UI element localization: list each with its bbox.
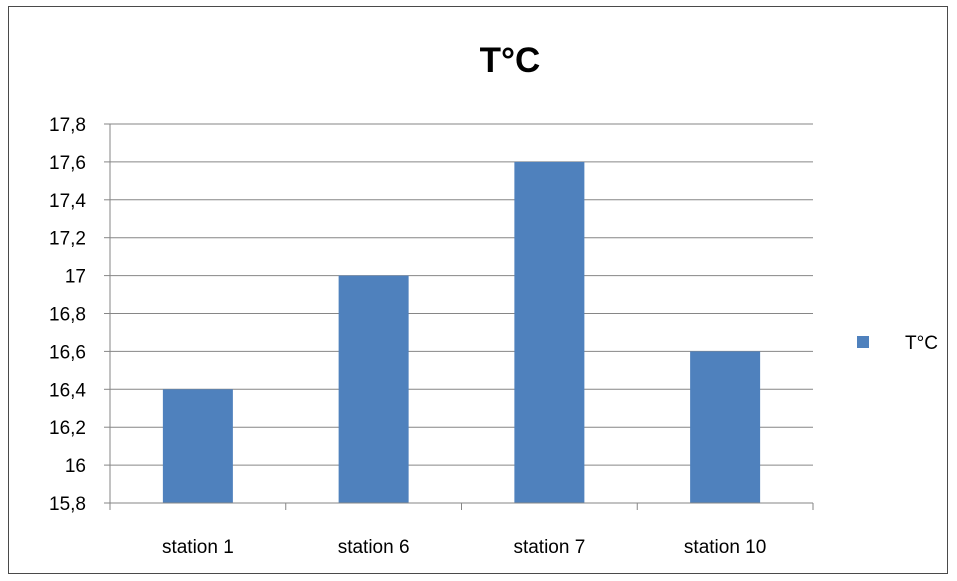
y-tick-label: 16,4 (49, 380, 86, 401)
y-tick-label: 17,2 (49, 229, 86, 250)
x-tick-label: station 6 (338, 537, 410, 558)
x-tick-label: station 7 (513, 537, 585, 558)
chart-title: T°C (480, 41, 541, 80)
bars (162, 161, 761, 503)
bar-station-10 (690, 351, 761, 503)
y-tick-label: 17,8 (49, 115, 86, 136)
legend-swatch (857, 336, 869, 348)
y-tick-label: 16,6 (49, 342, 86, 363)
y-tick-label: 17 (65, 267, 86, 288)
y-tick-label: 16 (65, 456, 86, 477)
y-tick-label: 17,6 (49, 153, 86, 174)
x-tick-labels: station 1 station 6 station 7 station 10 (162, 537, 766, 558)
y-tick-label: 16,8 (49, 305, 86, 326)
legend-label: T°C (905, 333, 938, 354)
y-tick-label: 17,4 (49, 191, 86, 212)
y-tick-labels: 15,8 16 16,2 16,4 16,6 16,8 17 17,2 17,4 17,6 17,8 (49, 115, 110, 515)
y-tick-label: 16,2 (49, 418, 86, 439)
y-tick-label: 15,8 (49, 494, 86, 515)
bar-station-6 (338, 275, 409, 503)
legend: T°C (857, 333, 938, 354)
x-tick-label: station 10 (684, 537, 766, 558)
x-tick-label: station 1 (162, 537, 234, 558)
bar-station-1 (162, 389, 233, 503)
bar-station-7 (514, 161, 585, 503)
